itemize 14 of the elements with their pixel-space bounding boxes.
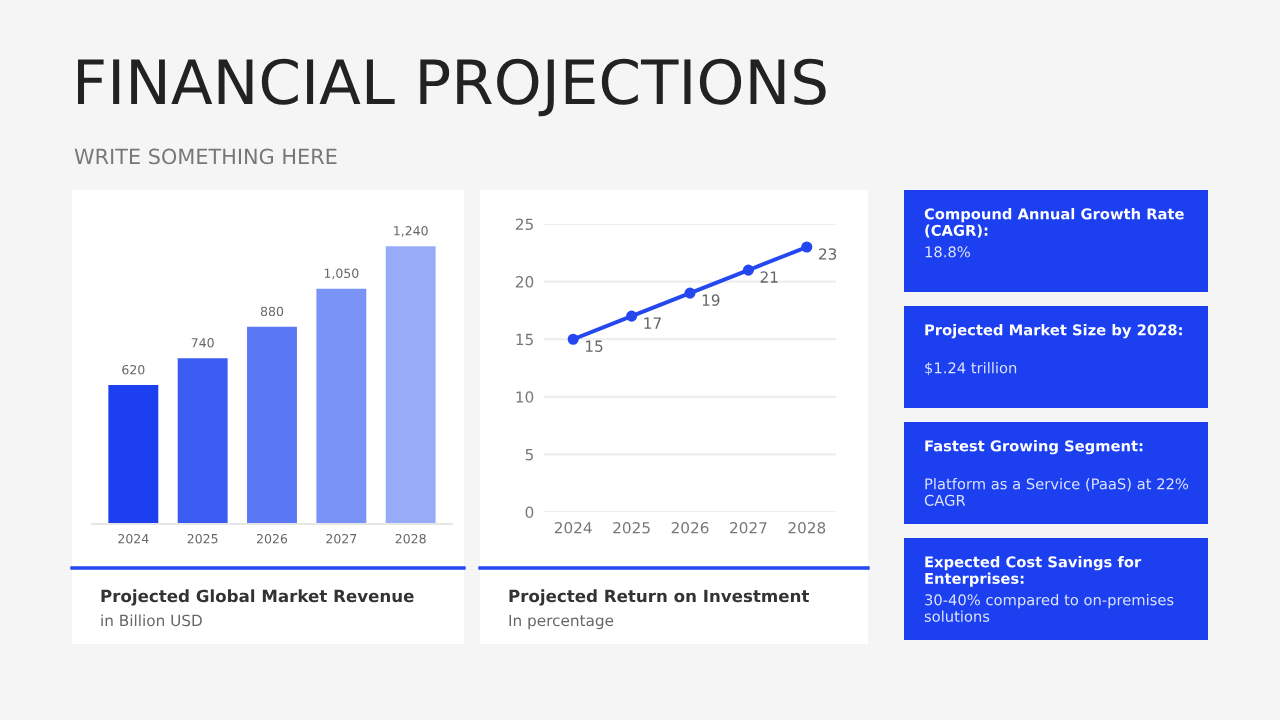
text: FINANCIAL PROJECTIONS — [78, 58, 826, 117]
bar — [316, 288, 367, 524]
bar — [177, 358, 228, 524]
point — [626, 310, 638, 322]
bar — [385, 246, 436, 524]
text: Projected Return on Investment — [509, 589, 809, 606]
text: Projected Global Market Revenue — [101, 589, 414, 606]
point — [567, 333, 579, 345]
bar — [108, 385, 159, 524]
point — [801, 241, 813, 253]
bar — [247, 326, 297, 524]
point — [684, 287, 696, 299]
point — [742, 264, 754, 276]
text: WRITE SOMETHING HERE — [74, 148, 337, 165]
